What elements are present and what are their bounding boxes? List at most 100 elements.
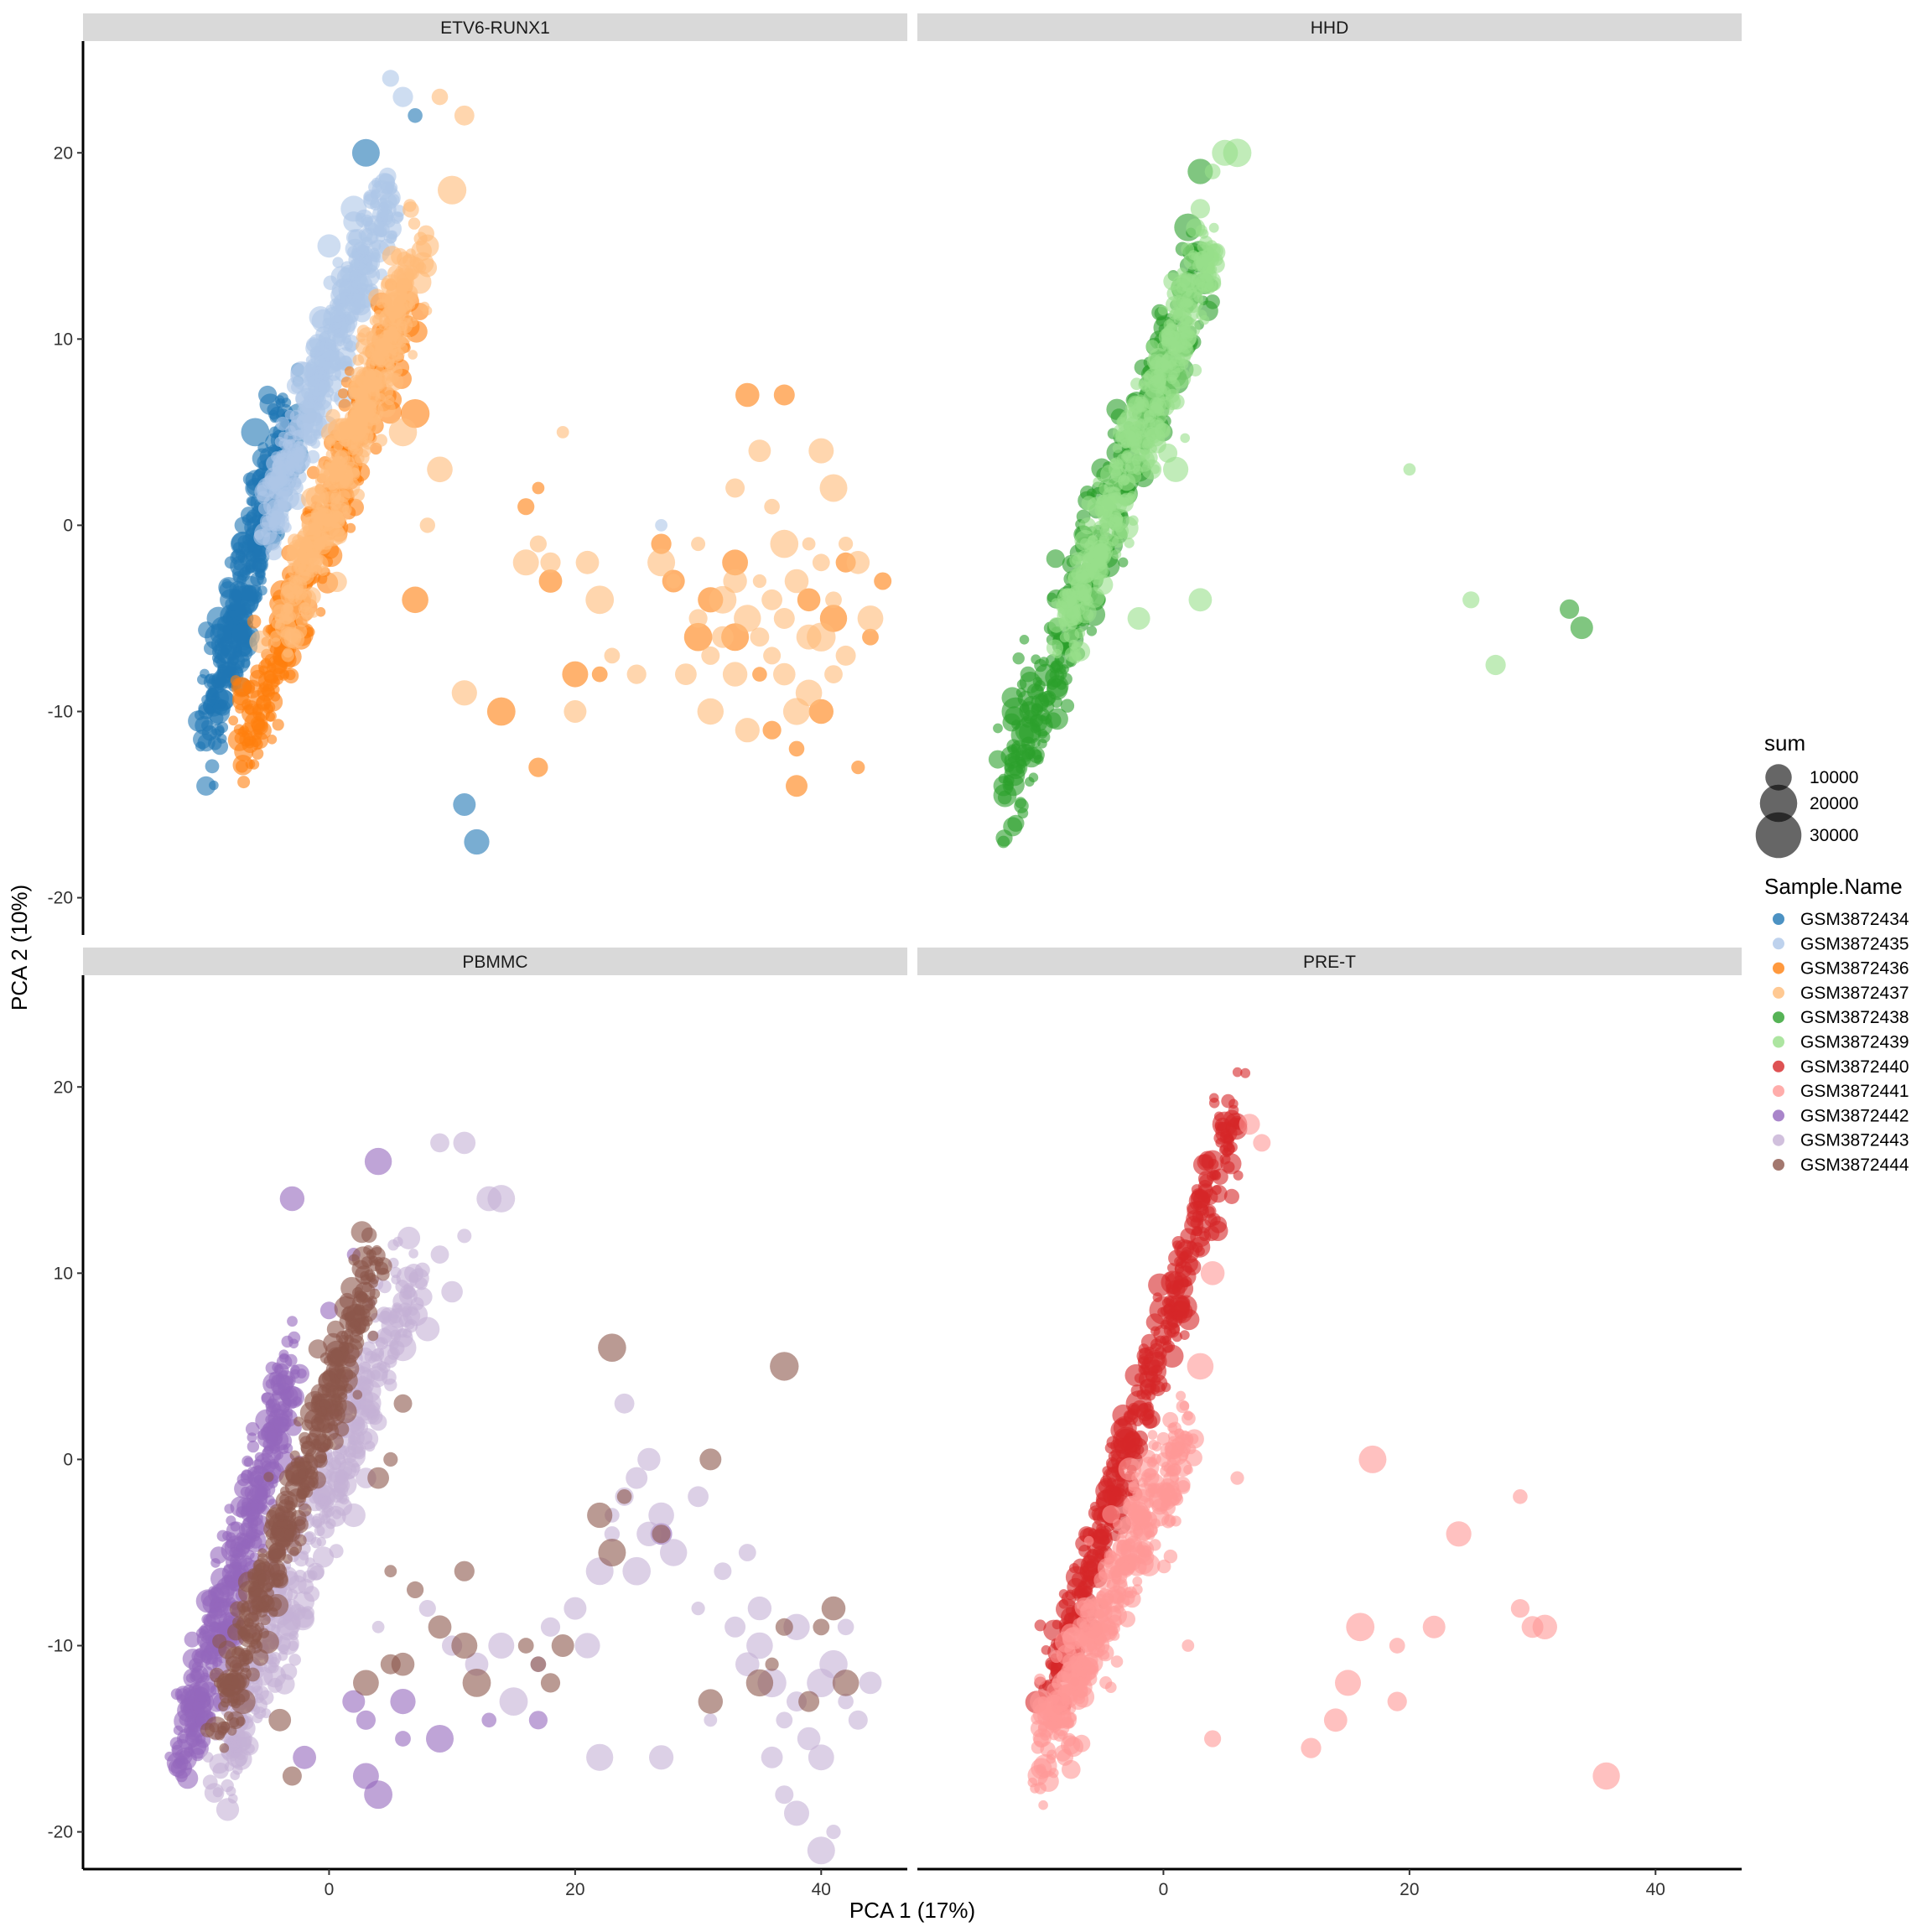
- data-point: [1127, 607, 1150, 630]
- data-point: [351, 1221, 373, 1244]
- data-point: [773, 662, 796, 686]
- color-legend-label: GSM3872438: [1800, 1008, 1909, 1027]
- data-point: [1223, 138, 1252, 168]
- color-legend-key: [1773, 1011, 1784, 1024]
- data-point: [268, 1504, 286, 1521]
- data-point: [1015, 688, 1026, 698]
- data-point: [333, 333, 345, 345]
- data-point: [293, 1416, 304, 1427]
- data-point: [807, 1668, 836, 1697]
- data-point: [332, 257, 344, 268]
- data-point: [290, 361, 319, 391]
- data-point: [604, 1526, 621, 1542]
- data-point: [345, 1452, 356, 1463]
- data-point: [231, 531, 256, 557]
- data-point: [591, 666, 608, 683]
- data-point: [351, 274, 373, 295]
- data-point: [275, 416, 290, 431]
- data-point: [305, 1467, 319, 1480]
- data-point: [1086, 1613, 1097, 1623]
- data-point: [395, 1731, 411, 1747]
- data-point: [1120, 475, 1130, 486]
- data-point: [299, 1550, 309, 1561]
- data-point: [283, 1524, 301, 1542]
- data-point: [323, 1369, 335, 1382]
- data-point: [784, 569, 809, 594]
- data-point: [335, 1469, 349, 1484]
- data-point: [393, 1394, 413, 1413]
- data-point: [1134, 1373, 1145, 1384]
- data-point: [395, 1280, 409, 1294]
- data-point: [821, 1596, 846, 1621]
- data-point: [1150, 1518, 1161, 1529]
- data-point: [312, 1393, 322, 1404]
- data-point: [196, 776, 216, 796]
- data-point: [289, 409, 304, 423]
- data-point: [1184, 1429, 1204, 1449]
- data-point: [241, 1501, 252, 1513]
- data-point: [252, 1712, 263, 1724]
- data-point: [797, 588, 821, 612]
- data-point: [808, 699, 834, 724]
- size-legend-key: [1765, 764, 1792, 791]
- data-point: [258, 385, 278, 405]
- data-point: [1134, 396, 1150, 412]
- data-point: [372, 205, 389, 222]
- data-point: [1083, 542, 1094, 553]
- data-point: [184, 1631, 200, 1648]
- data-point: [390, 1689, 416, 1715]
- data-point: [1157, 1559, 1171, 1574]
- data-point: [282, 1398, 293, 1408]
- data-point: [1335, 1670, 1361, 1696]
- data-point: [839, 537, 854, 552]
- data-point: [1181, 242, 1195, 257]
- data-point: [1178, 1452, 1188, 1462]
- data-point: [321, 1507, 333, 1518]
- data-point: [1118, 557, 1129, 568]
- data-point: [328, 1420, 339, 1431]
- data-point: [722, 662, 748, 687]
- data-point: [356, 332, 366, 343]
- data-point: [319, 1301, 338, 1320]
- size-legend-key: [1755, 812, 1802, 859]
- data-point: [265, 543, 283, 561]
- data-point: [1072, 1734, 1091, 1753]
- data-point: [265, 1379, 276, 1389]
- data-point: [298, 602, 312, 615]
- data-point: [325, 1519, 336, 1530]
- data-point: [691, 537, 706, 552]
- data-point: [387, 1239, 399, 1251]
- data-point: [1510, 1599, 1530, 1618]
- data-point: [1212, 1111, 1238, 1137]
- data-point: [786, 775, 808, 797]
- data-point: [773, 608, 795, 629]
- data-point: [391, 1652, 415, 1676]
- color-legend-key: [1773, 1109, 1784, 1122]
- data-point: [722, 549, 748, 576]
- data-point: [389, 1334, 417, 1362]
- data-point: [735, 382, 760, 408]
- data-point: [357, 351, 371, 365]
- data-point: [335, 1368, 346, 1379]
- data-point: [286, 455, 296, 465]
- data-point: [378, 1280, 392, 1294]
- data-point: [281, 649, 294, 662]
- data-point: [1120, 439, 1131, 449]
- data-point: [1086, 626, 1098, 636]
- data-point: [675, 663, 697, 685]
- data-point: [240, 1555, 252, 1567]
- data-point: [1532, 1614, 1558, 1640]
- data-point: [1485, 654, 1506, 676]
- data-point: [306, 337, 321, 353]
- data-point: [356, 1710, 376, 1730]
- y-tick-label: -10: [48, 1637, 73, 1656]
- data-point: [714, 1562, 732, 1581]
- data-point: [788, 740, 805, 757]
- data-point: [202, 1774, 218, 1790]
- data-point: [1030, 1783, 1040, 1794]
- data-point: [691, 1602, 705, 1616]
- size-legend-label: 10000: [1810, 768, 1858, 787]
- data-point: [375, 221, 390, 236]
- data-point: [351, 1462, 361, 1473]
